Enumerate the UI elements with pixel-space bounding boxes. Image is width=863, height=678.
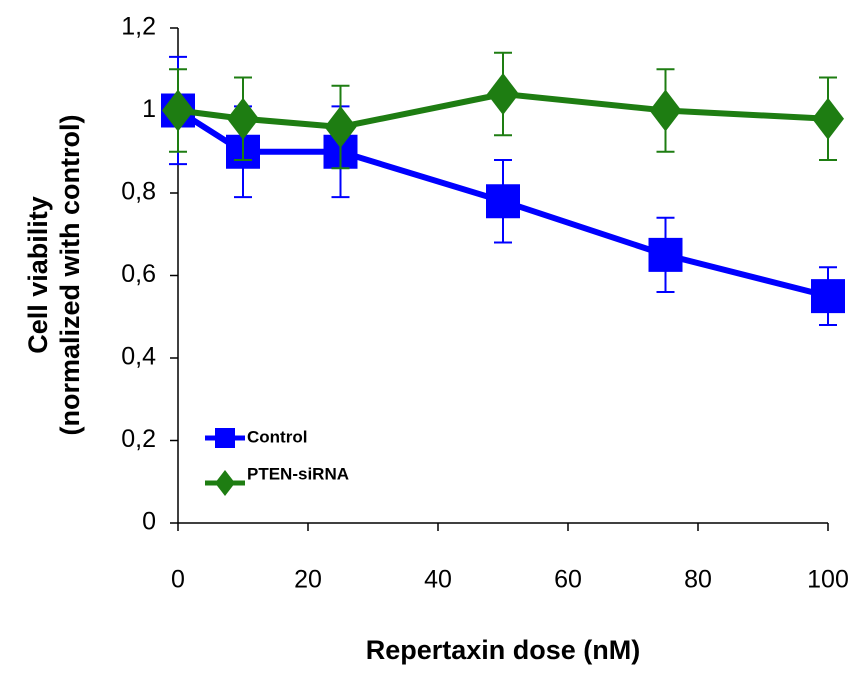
y-tick-label: 1,2: [121, 13, 156, 41]
legend-marker: [215, 428, 235, 448]
y-tick-label: 0: [142, 508, 156, 536]
y-tick-label: 0,4: [121, 343, 156, 371]
legend-label: PTEN-siRNA: [247, 464, 349, 483]
x-tick-label: 60: [554, 566, 582, 594]
x-tick-label: 0: [171, 566, 185, 594]
x-tick-label: 80: [684, 566, 712, 594]
data-point: [227, 97, 259, 140]
data-point: [486, 184, 520, 219]
x-tick-label: 20: [294, 566, 322, 594]
legend-label: Control: [247, 427, 307, 446]
data-point: [648, 237, 683, 272]
data-point: [649, 89, 682, 132]
y-tick-label: 0,8: [121, 178, 156, 206]
x-axis-title: Repertaxin dose (nM): [366, 635, 641, 665]
data-point: [811, 279, 845, 314]
data-point: [162, 89, 194, 132]
legend-marker: [215, 470, 235, 496]
data-point: [487, 73, 519, 115]
y-tick-label: 0,6: [121, 260, 156, 288]
y-tick-label: 1: [142, 95, 156, 123]
x-tick-label: 40: [424, 566, 452, 594]
x-tick-label: 100: [807, 566, 849, 594]
y-axis-title: (normalized with control): [55, 115, 85, 436]
data-point: [812, 97, 844, 140]
y-axis-title: Cell viability: [23, 196, 53, 354]
y-tick-label: 0,2: [121, 425, 156, 453]
data-point: [324, 106, 357, 148]
